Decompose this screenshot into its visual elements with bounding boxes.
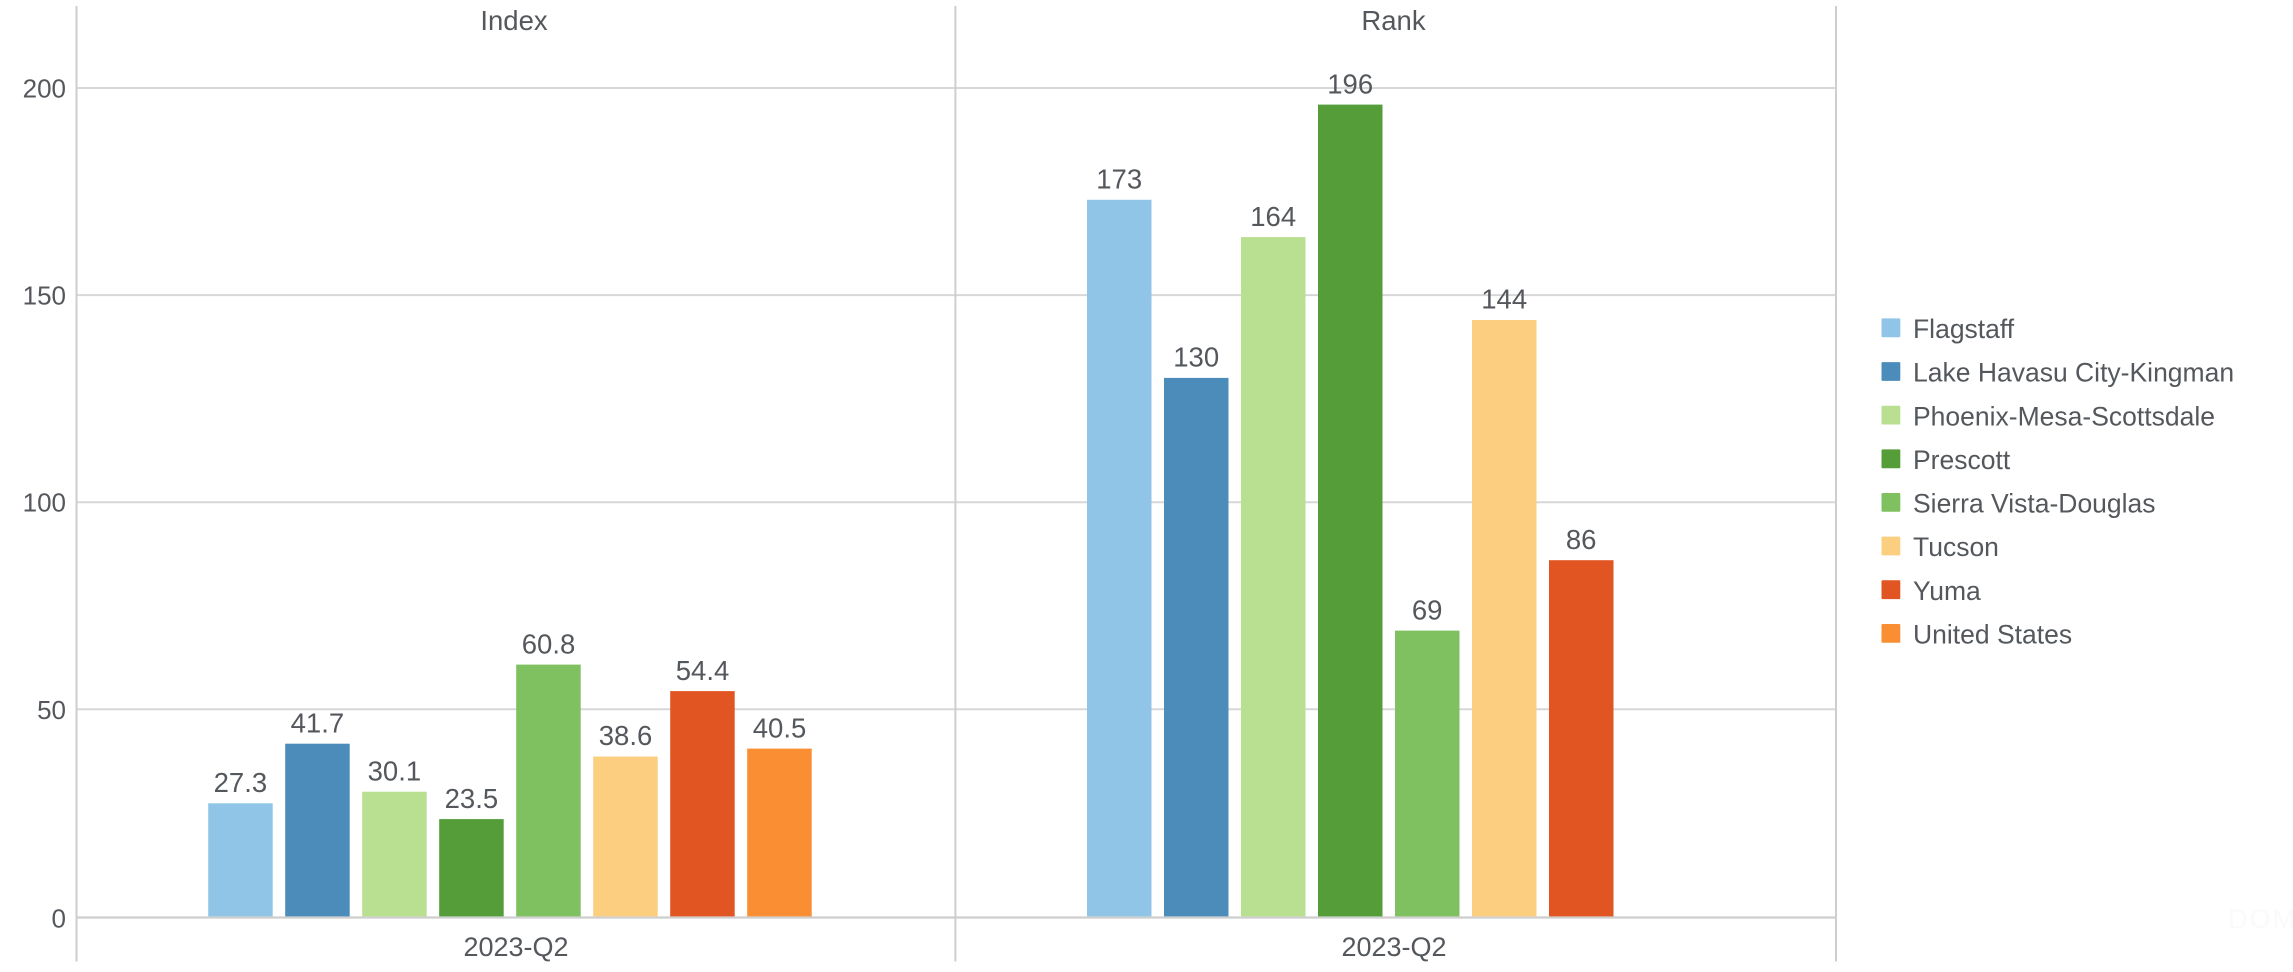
svg-text:0: 0: [52, 904, 66, 934]
svg-text:27.3: 27.3: [214, 767, 268, 798]
svg-text:60.8: 60.8: [522, 628, 576, 659]
svg-text:Yuma: Yuma: [1913, 576, 1981, 606]
svg-text:100: 100: [23, 488, 66, 518]
svg-text:200: 200: [23, 74, 66, 104]
svg-text:Tucson: Tucson: [1913, 532, 1999, 562]
svg-text:86: 86: [1566, 524, 1597, 555]
svg-text:130: 130: [1173, 342, 1219, 373]
svg-text:164: 164: [1250, 201, 1296, 232]
svg-text:United States: United States: [1913, 620, 2072, 650]
svg-text:Index: Index: [480, 5, 548, 36]
svg-text:Flagstaff: Flagstaff: [1913, 314, 2015, 344]
svg-text:173: 173: [1096, 164, 1142, 195]
svg-text:30.1: 30.1: [368, 755, 422, 786]
svg-text:144: 144: [1481, 284, 1527, 315]
svg-text:54.4: 54.4: [676, 655, 730, 686]
svg-text:2023-Q2: 2023-Q2: [1341, 932, 1446, 962]
svg-text:Lake Havasu City-Kingman: Lake Havasu City-Kingman: [1913, 358, 2234, 388]
svg-text:Phoenix-Mesa-Scottsdale: Phoenix-Mesa-Scottsdale: [1913, 401, 2215, 431]
svg-text:Sierra Vista-Douglas: Sierra Vista-Douglas: [1913, 489, 2156, 519]
svg-text:50: 50: [37, 695, 66, 725]
svg-text:Prescott: Prescott: [1913, 445, 2011, 475]
svg-text:196: 196: [1327, 68, 1373, 99]
svg-text:150: 150: [23, 281, 66, 311]
svg-text:41.7: 41.7: [291, 707, 345, 738]
svg-text:69: 69: [1412, 594, 1443, 625]
svg-text:23.5: 23.5: [445, 783, 499, 814]
svg-text:Rank: Rank: [1361, 5, 1425, 36]
svg-text:DOMO: DOMO: [2228, 904, 2293, 934]
svg-text:38.6: 38.6: [599, 720, 653, 751]
svg-text:2023-Q2: 2023-Q2: [463, 932, 568, 962]
svg-text:40.5: 40.5: [753, 712, 807, 743]
